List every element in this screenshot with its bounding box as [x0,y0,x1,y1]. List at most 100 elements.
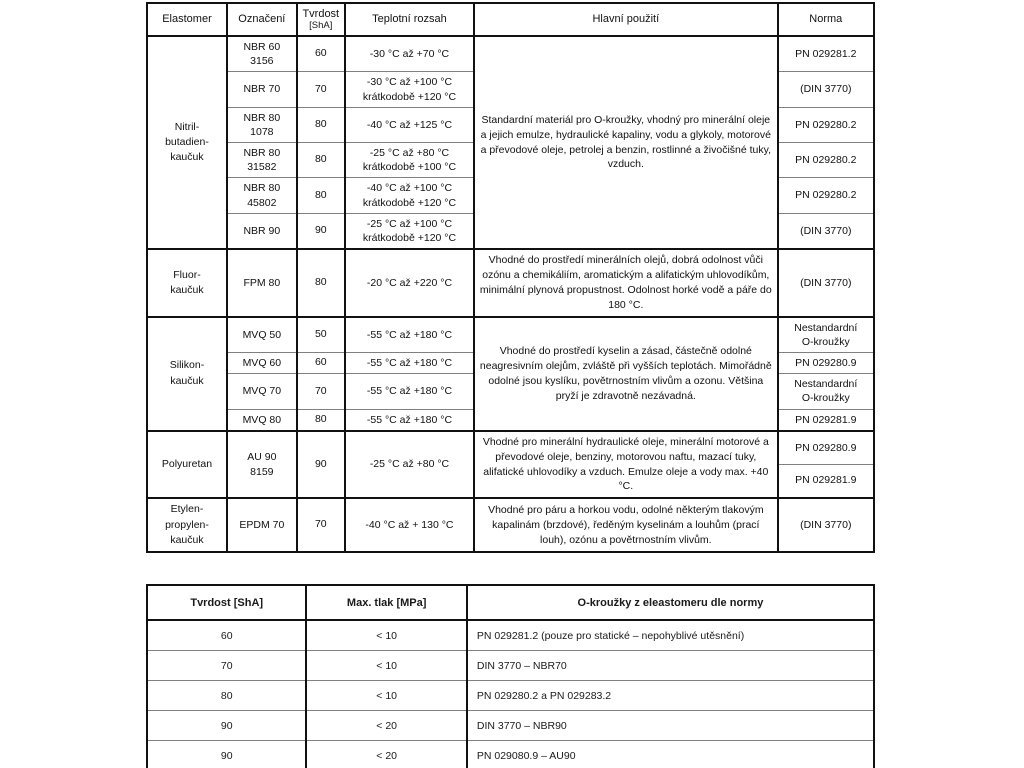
cell-standard-reference: PN 029280.2 a PN 029283.2 [466,680,875,711]
cell-standard: PN 029281.9 [777,408,875,432]
cell-designation: MVQ 70 [226,373,298,410]
table-row: 60 < 10 PN 029281.2 (pouze pro statické – … [146,619,875,651]
cell-standard: PN 029280.2 [777,106,875,144]
header-elastomer: Elastomer [146,2,228,37]
cell-elastomer-name: Polyuretan [146,429,228,499]
table-row: Etylen-propylen-kaučuk EPDM 70 70 -40 °C až… [146,497,875,553]
cell-temperature-range: -55 °C až +180 °C [344,315,476,354]
cell-standard: (DIN 3770) [777,212,875,250]
cell-standard: PN 029280.9 [777,352,875,375]
cell-designation: MVQ 60 [226,352,298,375]
cell-hardness: 70 [296,71,346,108]
cell-hardness: 60 [296,352,346,375]
cell-standard: Nestandardní O-kroužky [777,373,875,410]
cell-max-pressure: < 10 [305,680,468,711]
table-row: NBR 80 1078 80 -40 °C až +125 °C PN 029280.2 [147,106,875,144]
header-oznaceni: Označení [226,2,298,37]
cell-standard: PN 029281.2 [777,35,875,73]
cell-designation: NBR 80 1078 [226,106,298,144]
cell-standard: Nestandardní O-kroužky [777,315,875,354]
table-row: 70 < 10 DIN 3770 – NBR70 [146,650,875,681]
pressure-table-body: 60 < 10 PN 029281.2 (pouze pro statické – … [146,619,875,768]
cell-hardness: 90 [146,740,308,768]
cell-standard: PN 029280.2 [777,142,875,179]
cell-designation: NBR 70 [226,71,298,108]
cell-hardness: 70 [296,373,346,410]
table-row: 90 < 20 DIN 3770 – NBR90 [146,710,875,741]
cell-standard-reference: DIN 3770 – NBR70 [466,650,875,681]
cell-hardness: 80 [296,142,346,179]
table-row: 80 < 10 PN 029280.2 a PN 029283.2 [146,680,875,711]
cell-main-usage: Vhodné pro páru a horkou vodu, odolné ně… [473,497,779,553]
cell-standard: (DIN 3770) [777,71,875,108]
cell-hardness: 70 [146,650,308,681]
header-max-tlak: Max. tlak [MPa] [305,584,468,621]
cell-designation: NBR 80 45802 [226,177,298,214]
cell-standard-value: PN 029281.9 [778,464,873,497]
table-row: 90 < 20 PN 029080.9 – AU90 [146,740,875,768]
cell-temperature-range: -55 °C až +180 °C [344,408,476,432]
cell-standard-value: PN 029280.9 [795,441,857,454]
cell-standard: (DIN 3770) [777,497,875,553]
cell-hardness: 80 [146,680,308,711]
cell-elastomer-name: Etylen-propylen-kaučuk [146,497,228,553]
cell-hardness: 90 [146,710,308,741]
table-row: Polyuretan AU 90 8159 90 -25 °C až +80 °C Vho… [146,429,875,499]
cell-main-usage: Vhodné pro minerální hydraulické oleje, … [473,429,779,499]
cell-temperature-range: -25 °C až +80 °C [344,429,476,499]
cell-temperature-range: -30 °C až +70 °C [344,35,476,73]
header-norma: Norma [777,2,875,37]
cell-designation: NBR 60 3156 [226,35,298,73]
cell-hardness: 70 [296,497,346,553]
cell-temperature-range: -55 °C až +180 °C [344,352,476,375]
table-row: Silikon-kaučuk MVQ 50 50 -55 °C až +180 °C V… [146,315,875,432]
cell-hardness: 90 [296,212,346,250]
cell-max-pressure: < 10 [305,650,468,681]
header-tvrdost-unit: [ShA] [309,20,333,32]
cell-temperature-range: -20 °C až +220 °C [344,248,476,318]
cell-standard-reference: PN 029281.2 (pouze pro statické – nepohy… [466,619,875,651]
cell-standard: PN 029280.2 [777,177,875,214]
table-row: NBR 70 70 -30 °C až +100 °C krátkodobě +120… [147,71,875,108]
cell-temperature-range: -30 °C až +100 °C krátkodobě +120 °C [344,71,476,108]
table-row: MVQ 70 70 -55 °C až +180 °C Nestandardní O-k… [147,373,875,410]
table-row: Nitril-butadien-kaučuk NBR 60 3156 60 -30 °C… [146,34,875,250]
cell-temperature-range: -55 °C až +180 °C [344,373,476,410]
cell-temperature-range: -40 °C až +100 °C krátkodobě +120 °C [344,177,476,214]
cell-hardness: 60 [146,619,308,651]
table-row: NBR 90 90 -25 °C až +100 °C krátkodobě +120… [147,212,875,250]
cell-designation: NBR 80 31582 [226,142,298,179]
cell-hardness: 90 [296,429,346,499]
header-hlavni-pouziti: Hlavní použití [473,2,779,37]
cell-designation: NBR 90 [226,212,298,250]
cell-designation: FPM 80 [226,248,298,318]
elastomer-table-header: Elastomer Označení Tvrdost [ShA] Teplotn… [146,2,875,37]
cell-main-usage: Standardní materiál pro O-kroužky, vhodn… [473,34,779,250]
header-tvrdost: Tvrdost [ShA] [296,2,346,37]
cell-elastomer-name: Silikon-kaučuk [146,315,228,432]
cell-hardness: 80 [296,177,346,214]
cell-main-usage: Vhodné do prostředí kyselin a zásad, čás… [473,315,779,432]
cell-designation: AU 90 8159 [226,429,298,499]
header-tvrdost-label: Tvrdost [302,8,340,20]
cell-hardness: 80 [296,248,346,318]
cell-designation: EPDM 70 [226,497,298,553]
pressure-table-header: Tvrdost [ShA] Max. tlak [MPa] O-kroužky … [146,584,875,621]
cell-max-pressure: < 10 [305,619,468,651]
cell-hardness: 80 [296,106,346,144]
cell-temperature-range: -25 °C až +80 °C krátkodobě +100 °C [344,142,476,179]
table-row: NBR 80 31582 80 -25 °C až +80 °C krátkodobě … [147,142,875,179]
cell-designation: MVQ 50 [226,315,298,354]
cell-elastomer-name: Nitril-butadien-kaučuk [146,34,228,250]
cell-standard: (DIN 3770) [777,248,875,318]
header-okrouzky-normy: O-kroužky z eleastomeru dle normy [466,584,875,621]
table-row: Fluor-kaučuk FPM 80 80 -20 °C až +220 °C Vho… [146,248,875,318]
cell-hardness: 80 [296,408,346,432]
cell-hardness: 60 [296,35,346,73]
cell-max-pressure: < 20 [305,710,468,741]
table-header-row: Tvrdost [ShA] Max. tlak [MPa] O-kroužky … [146,584,875,621]
elastomer-properties-table: Elastomer Označení Tvrdost [ShA] Teplotn… [146,2,875,553]
pressure-table: Tvrdost [ShA] Max. tlak [MPa] O-kroužky … [146,584,875,768]
table-header-row: Elastomer Označení Tvrdost [ShA] Teplotn… [146,2,875,37]
